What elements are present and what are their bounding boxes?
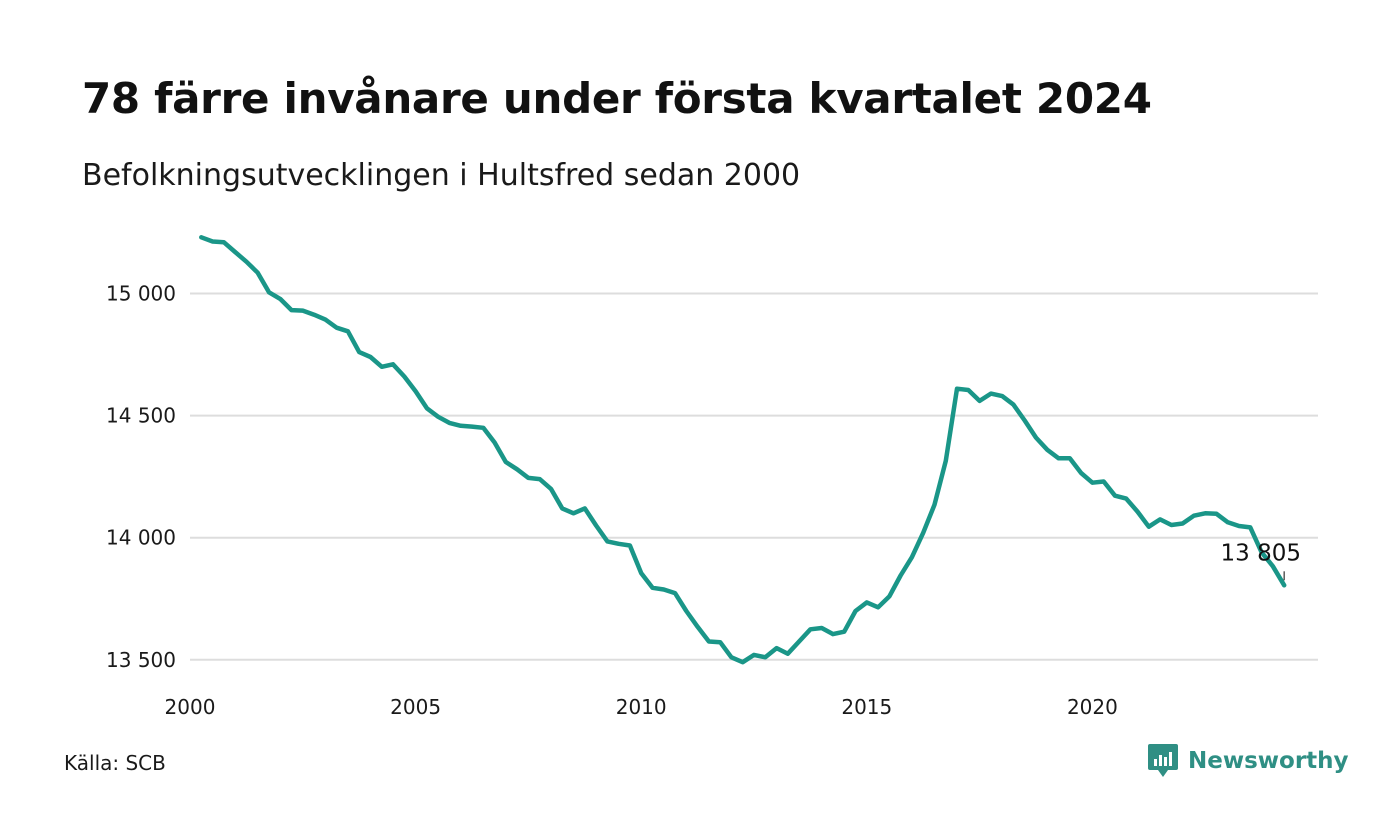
- x-tick-label: 2015: [841, 695, 892, 719]
- y-tick-label: 15 000: [106, 281, 176, 305]
- brand-name: Newsworthy: [1188, 748, 1349, 774]
- series-line: [199, 235, 1287, 665]
- x-tick-label: 2020: [1067, 695, 1118, 719]
- x-axis: 2000 2005 2010 2015 2020: [165, 695, 1118, 719]
- y-tick-label: 14 000: [106, 526, 176, 550]
- chart-subtitle: Befolkningsutvecklingen i Hultsfred seda…: [82, 158, 801, 193]
- y-axis: 13 500 14 000 14 500 15 000: [106, 281, 176, 671]
- source-note: Källa: SCB: [64, 751, 166, 775]
- x-tick-label: 2000: [165, 695, 216, 719]
- annotation-layer: 13 805: [1221, 540, 1301, 581]
- series-layer: [199, 235, 1287, 665]
- x-tick-label: 2005: [390, 695, 441, 719]
- chart-title: 78 färre invånare under första kvartalet…: [82, 74, 1152, 123]
- line-chart: 13 500 14 000 14 500 15 000 2000 2005 2010 201…: [106, 235, 1318, 719]
- y-tick-label: 14 500: [106, 404, 176, 428]
- x-tick-label: 2010: [616, 695, 667, 719]
- gridlines: [190, 292, 1318, 661]
- newsworthy-logo-icon: [1148, 744, 1178, 777]
- brand-logo[interactable]: Newsworthy: [1148, 744, 1349, 778]
- y-tick-label: 13 500: [106, 648, 176, 672]
- end-value-label: 13 805: [1221, 540, 1301, 566]
